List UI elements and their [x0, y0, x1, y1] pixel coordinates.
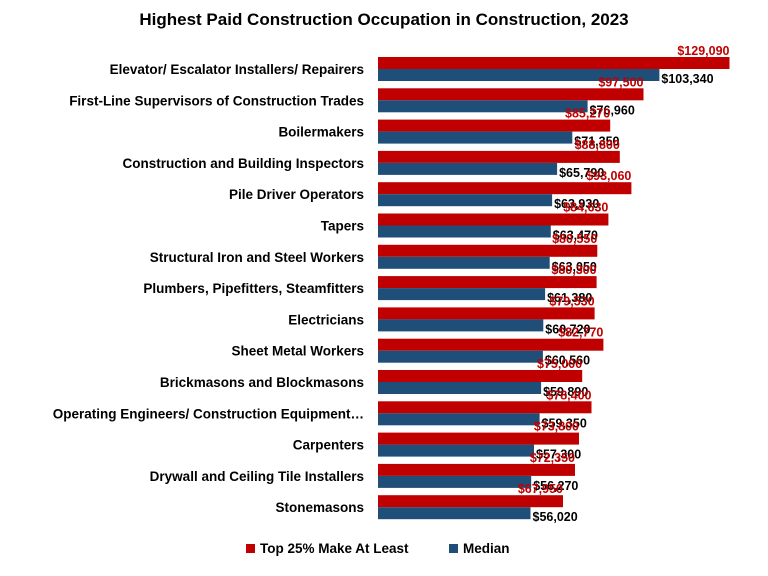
- value-label-median-construction-and-building-inspectors: $65,790: [559, 166, 604, 180]
- value-label-top25-boilermakers: $85,270: [565, 107, 610, 121]
- category-label-carpenters: Carpenters: [293, 438, 364, 453]
- value-label-median-electricians: $60,720: [545, 322, 590, 336]
- bar-median-elevator-escalator-installers-repairers: [378, 69, 660, 81]
- value-label-median-tapers: $63,470: [553, 229, 598, 243]
- bar-top25-drywall-and-ceiling-tile-installers: [378, 463, 575, 476]
- value-label-median-plumbers-pipefitters-steamfitters: $61,380: [547, 291, 592, 305]
- category-label-electricians: Electricians: [288, 312, 364, 327]
- bar-median-brickmasons-and-blockmasons: [378, 382, 542, 394]
- bar-top25-plumbers-pipefitters-steamfitters: [378, 276, 597, 289]
- bar-top25-stonemasons: [378, 495, 563, 508]
- bar-top25-electricians: [378, 307, 595, 320]
- value-label-top25-structural-iron-and-steel-workers: $80,550: [552, 232, 597, 246]
- value-label-top25-stonemasons: $67,950: [518, 482, 563, 496]
- value-label-median-carpenters: $57,300: [536, 448, 581, 462]
- legend-label-median: Median: [463, 541, 510, 556]
- value-label-median-pile-driver-operators: $63,930: [554, 197, 599, 211]
- bar-median-stonemasons: [378, 507, 531, 520]
- category-label-stonemasons: Stonemasons: [275, 500, 364, 515]
- legend-label-top25: Top 25% Make At Least: [260, 541, 409, 556]
- value-label-median-operating-engineers-construction-equipment: $59,350: [542, 416, 587, 430]
- value-label-median-elevator-escalator-installers-repairers: $103,340: [661, 72, 713, 86]
- bar-top25-operating-engineers-construction-equipment: [378, 401, 592, 414]
- legend-swatch-median: [449, 544, 458, 553]
- value-label-top25-construction-and-building-inspectors: $88,800: [575, 138, 620, 152]
- legend-swatch-top25: [246, 544, 255, 553]
- bar-median-tapers: [378, 225, 551, 238]
- category-label-boilermakers: Boilermakers: [278, 125, 364, 140]
- bar-median-carpenters: [378, 444, 534, 457]
- bar-median-first-line-supervisors-of-construction-trades: [378, 100, 588, 113]
- category-label-brickmasons-and-blockmasons: Brickmasons and Blockmasons: [160, 375, 364, 390]
- value-label-median-structural-iron-and-steel-workers: $63,050: [552, 260, 597, 274]
- value-label-median-stonemasons: $56,020: [533, 510, 578, 524]
- value-label-top25-operating-engineers-construction-equipment: $78,400: [546, 388, 591, 402]
- value-label-top25-drywall-and-ceiling-tile-installers: $72,350: [530, 451, 575, 465]
- bar-median-electricians: [378, 319, 544, 332]
- bar-median-drywall-and-ceiling-tile-installers: [378, 475, 532, 488]
- bar-top25-sheet-metal-workers: [378, 338, 604, 351]
- category-label-drywall-and-ceiling-tile-installers: Drywall and Ceiling Tile Installers: [150, 469, 364, 484]
- bar-top25-first-line-supervisors-of-construction-trades: [378, 88, 644, 101]
- value-label-top25-carpenters: $73,800: [534, 420, 579, 434]
- value-label-median-boilermakers: $71,350: [574, 135, 619, 149]
- bar-median-plumbers-pipefitters-steamfitters: [378, 288, 546, 301]
- value-label-top25-elevator-escalator-installers-repairers: $129,090: [677, 44, 729, 58]
- bar-top25-carpenters: [378, 432, 579, 445]
- value-label-top25-pile-driver-operators: $93,060: [586, 169, 631, 183]
- value-label-top25-brickmasons-and-blockmasons: $75,000: [537, 357, 582, 371]
- category-label-tapers: Tapers: [321, 219, 364, 234]
- category-label-construction-and-building-inspectors: Construction and Building Inspectors: [122, 156, 364, 171]
- bar-top25-tapers: [378, 213, 609, 226]
- plot-area: Elevator/ Escalator Installers/ Repairer…: [53, 44, 730, 524]
- value-label-median-first-line-supervisors-of-construction-trades: $76,960: [590, 103, 635, 117]
- category-label-sheet-metal-workers: Sheet Metal Workers: [231, 344, 364, 359]
- bar-top25-brickmasons-and-blockmasons: [378, 370, 583, 382]
- bar-top25-boilermakers: [378, 119, 611, 132]
- bar-median-boilermakers: [378, 131, 573, 144]
- bar-top25-structural-iron-and-steel-workers: [378, 244, 598, 257]
- bar-median-pile-driver-operators: [378, 194, 553, 207]
- category-label-operating-engineers-construction-equipment: Operating Engineers/ Construction Equipm…: [53, 406, 364, 421]
- bar-top25-construction-and-building-inspectors: [378, 150, 620, 163]
- category-label-structural-iron-and-steel-workers: Structural Iron and Steel Workers: [150, 250, 364, 265]
- value-label-top25-sheet-metal-workers: $82,770: [558, 326, 603, 340]
- value-label-median-brickmasons-and-blockmasons: $59,890: [543, 385, 588, 399]
- chart-title: Highest Paid Construction Occupation in …: [139, 10, 628, 29]
- bar-median-operating-engineers-construction-equipment: [378, 413, 540, 426]
- legend: Top 25% Make At Least Median: [246, 541, 510, 556]
- value-label-median-drywall-and-ceiling-tile-installers: $56,270: [533, 479, 578, 493]
- value-label-top25-electricians: $79,530: [549, 294, 594, 308]
- category-label-first-line-supervisors-of-construction-trades: First-Line Supervisors of Construction T…: [69, 93, 364, 108]
- value-label-top25-first-line-supervisors-of-construction-trades: $97,500: [598, 75, 643, 89]
- bar-top25-elevator-escalator-installers-repairers: [378, 57, 730, 69]
- value-label-median-sheet-metal-workers: $60,560: [545, 354, 590, 368]
- bar-median-sheet-metal-workers: [378, 350, 543, 363]
- value-label-top25-plumbers-pipefitters-steamfitters: $80,300: [551, 263, 596, 277]
- bar-median-structural-iron-and-steel-workers: [378, 256, 550, 269]
- category-label-plumbers-pipefitters-steamfitters: Plumbers, Pipefitters, Steamfitters: [143, 281, 364, 296]
- value-label-top25-tapers: $84,630: [563, 201, 608, 215]
- bar-top25-pile-driver-operators: [378, 182, 632, 195]
- category-label-elevator-escalator-installers-repairers: Elevator/ Escalator Installers/ Repairer…: [110, 62, 364, 77]
- category-label-pile-driver-operators: Pile Driver Operators: [229, 187, 364, 202]
- bar-median-construction-and-building-inspectors: [378, 162, 558, 175]
